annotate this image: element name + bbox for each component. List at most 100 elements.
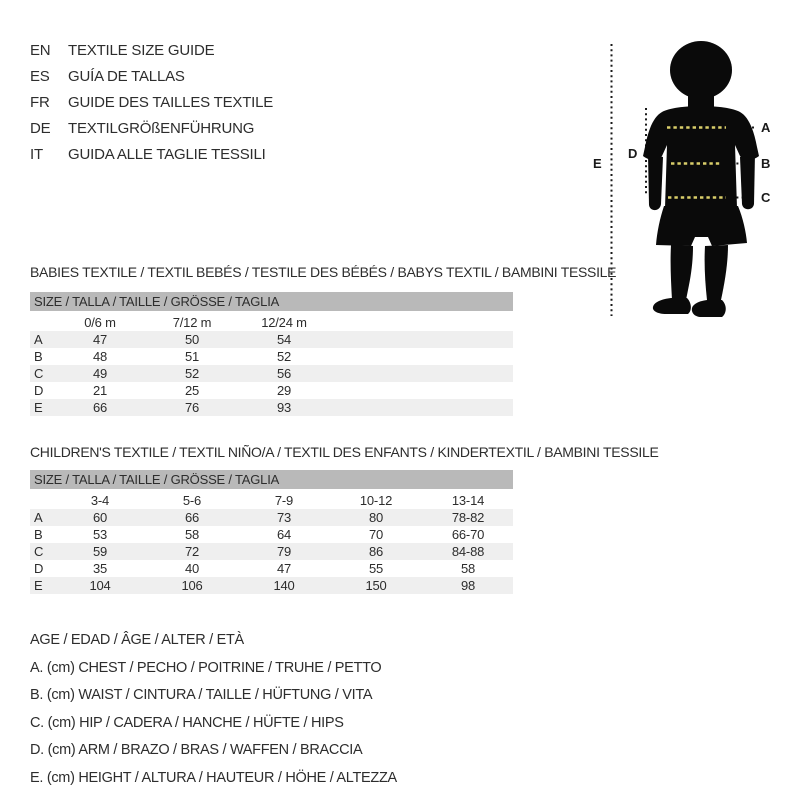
size-cell: 104 [89, 578, 111, 593]
size-cell: 58 [184, 527, 200, 542]
column-header-row: 0/6 m 7/12 m 12/24 m [30, 314, 513, 331]
column-header: 5-6 [182, 493, 202, 508]
row-label: D [34, 561, 44, 576]
guide-title: GUIDE DES TAILLES TEXTILE [68, 94, 274, 111]
babies-size-table: SIZE / TALLA / TAILLE / GRÖSSE / TAGLIA … [30, 292, 513, 416]
size-cell: 56 [276, 366, 292, 381]
lang-row-es: ES GUÍA DE TALLAS [30, 64, 273, 90]
size-cell: 59 [92, 544, 108, 559]
children-section-title: CHILDREN'S TEXTILE / TEXTIL NIÑO/A / TEX… [30, 444, 659, 460]
row-label: B [34, 349, 43, 364]
size-cell: 52 [276, 349, 292, 364]
size-cell: 66-70 [451, 527, 485, 542]
size-cell: 29 [276, 383, 292, 398]
row-label: D [34, 383, 44, 398]
table-row-c: C 49 52 56 [30, 365, 513, 382]
column-header: 7/12 m [172, 315, 212, 330]
size-cell: 53 [92, 527, 108, 542]
column-header: 3-4 [90, 493, 110, 508]
row-label: A [34, 332, 43, 347]
size-cell: 47 [92, 332, 108, 347]
guide-title: GUÍA DE TALLAS [68, 68, 185, 85]
table-row-d: D 21 25 29 [30, 382, 513, 399]
size-cell: 50 [184, 332, 200, 347]
size-cell: 51 [184, 349, 200, 364]
table-row-d: D 35 40 47 55 58 [30, 560, 513, 577]
size-cell: 150 [365, 578, 387, 593]
size-cell: 21 [92, 383, 108, 398]
column-header: 12/24 m [261, 315, 307, 330]
child-silhouette [643, 41, 759, 317]
column-header: 10-12 [359, 493, 393, 508]
size-cell: 58 [460, 561, 476, 576]
size-cell: 54 [276, 332, 292, 347]
legend-height-line: E. (cm) HEIGHT / ALTURA / HAUTEUR / HÖHE… [30, 769, 397, 786]
row-label: E [34, 400, 43, 415]
guide-title: GUIDA ALLE TAGLIE TESSILI [68, 146, 266, 163]
size-cell: 47 [276, 561, 292, 576]
size-cell: 80 [368, 510, 384, 525]
language-title-list: EN TEXTILE SIZE GUIDE ES GUÍA DE TALLAS … [30, 38, 273, 168]
table-row-a: A 60 66 73 80 78-82 [30, 509, 513, 526]
table-row-b: B 48 51 52 [30, 348, 513, 365]
size-cell: 64 [276, 527, 292, 542]
lang-row-en: EN TEXTILE SIZE GUIDE [30, 38, 273, 64]
size-cell: 98 [460, 578, 476, 593]
label-chest-a: A [761, 120, 771, 135]
row-label: C [34, 544, 44, 559]
size-cell: 66 [92, 400, 108, 415]
size-cell: 52 [184, 366, 200, 381]
legend-arm-line: D. (cm) ARM / BRAZO / BRAS / WAFFEN / BR… [30, 742, 363, 758]
measurement-legend: AGE / EDAD / ÂGE / ALTER / ETÀ A. (cm) C… [30, 627, 397, 792]
table-row-c: C 59 72 79 86 84-88 [30, 543, 513, 560]
size-cell: 76 [184, 400, 200, 415]
lang-row-fr: FR GUIDE DES TAILLES TEXTILE [30, 90, 273, 116]
size-cell: 84-88 [451, 544, 485, 559]
size-cell: 106 [181, 578, 203, 593]
guide-title: TEXTILGRÖßENFÜHRUNG [68, 120, 255, 137]
size-cell: 35 [92, 561, 108, 576]
size-cell: 140 [273, 578, 295, 593]
table-row-b: B 53 58 64 70 66-70 [30, 526, 513, 543]
legend-hip-line: C. (cm) HIP / CADERA / HANCHE / HÜFTE / … [30, 714, 344, 731]
row-label: E [34, 578, 43, 593]
column-header: 0/6 m [84, 315, 116, 330]
size-cell: 93 [276, 400, 292, 415]
row-label: A [34, 510, 43, 525]
legend-age-line: AGE / EDAD / ÂGE / ALTER / ETÀ [30, 632, 244, 648]
legend-chest-line: A. (cm) CHEST / PECHO / POITRINE / TRUHE… [30, 659, 382, 676]
label-hip-c: C [761, 190, 771, 205]
size-cell: 60 [92, 510, 108, 525]
size-cell: 70 [368, 527, 384, 542]
table-row-a: A 47 50 54 [30, 331, 513, 348]
size-cell: 49 [92, 366, 108, 381]
size-header-bar: SIZE / TALLA / TAILLE / GRÖSSE / TAGLIA [30, 470, 513, 489]
label-height-e: E [593, 156, 602, 171]
legend-waist-line: B. (cm) WAIST / CINTURA / TAILLE / HÜFTU… [30, 687, 373, 703]
size-cell: 55 [368, 561, 384, 576]
table-row-e: E 104 106 140 150 98 [30, 577, 513, 594]
size-cell: 86 [368, 544, 384, 559]
size-cell: 78-82 [451, 510, 485, 525]
measurement-figure: A B C D E [593, 41, 771, 317]
size-cell: 40 [184, 561, 200, 576]
lang-code: FR [30, 94, 50, 111]
column-header: 13-14 [451, 493, 485, 508]
size-cell: 72 [184, 544, 200, 559]
babies-section-title: BABIES TEXTILE / TEXTIL BEBÉS / TESTILE … [30, 264, 617, 280]
size-header-bar: SIZE / TALLA / TAILLE / GRÖSSE / TAGLIA [30, 292, 513, 311]
size-cell: 25 [184, 383, 200, 398]
lang-code: EN [30, 42, 51, 59]
row-label: B [34, 527, 43, 542]
guide-title: TEXTILE SIZE GUIDE [68, 42, 215, 59]
lang-code: ES [30, 68, 50, 85]
size-cell: 73 [276, 510, 292, 525]
row-label: C [34, 366, 44, 381]
size-cell: 79 [276, 544, 292, 559]
table-row-e: E 66 76 93 [30, 399, 513, 416]
label-waist-b: B [761, 156, 770, 171]
size-cell: 48 [92, 349, 108, 364]
size-cell: 66 [184, 510, 200, 525]
lang-row-de: DE TEXTILGRÖßENFÜHRUNG [30, 116, 273, 142]
